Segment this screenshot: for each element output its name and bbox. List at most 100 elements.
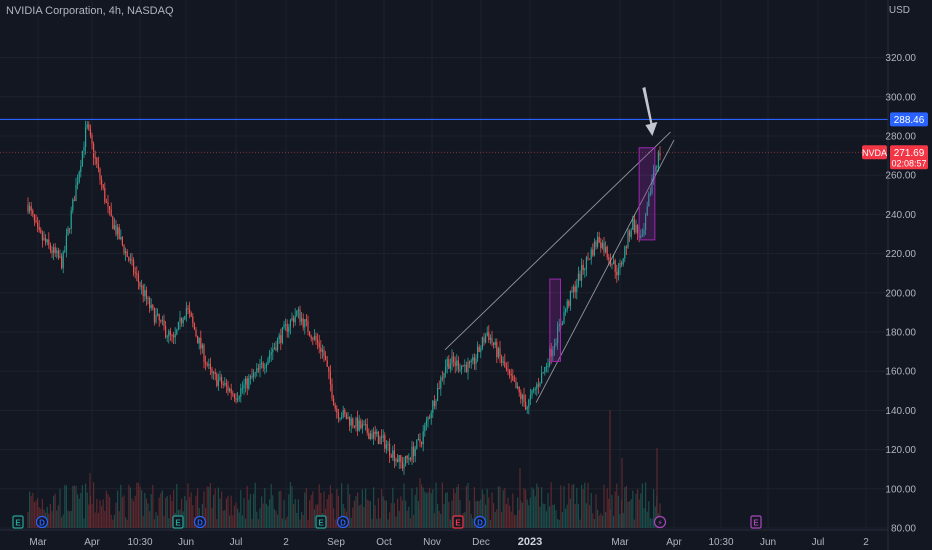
candle-body	[278, 335, 280, 340]
volume-bar	[373, 487, 375, 528]
volume-bar	[224, 510, 226, 528]
volume-bar	[576, 487, 578, 528]
volume-bar	[421, 484, 423, 528]
volume-bar	[89, 473, 91, 528]
candle-body	[587, 257, 589, 259]
volume-bar	[531, 487, 533, 528]
volume-bar	[225, 498, 227, 528]
candle-body	[177, 322, 179, 330]
price-axis[interactable]: 80.00 100.00 120.00 140.00 160.00 180.00 200.0…	[885, 0, 916, 550]
candle-body	[334, 405, 336, 409]
volume-bar	[595, 494, 597, 528]
candle-body	[304, 319, 306, 328]
event-marker	[336, 515, 350, 529]
candle-body	[529, 394, 531, 400]
volume-bar	[51, 511, 53, 528]
candle-body	[153, 308, 155, 323]
candle-body	[379, 436, 381, 445]
candle-body	[622, 258, 624, 265]
candle-body	[128, 257, 130, 261]
volume-bar	[512, 493, 514, 528]
volume-bar	[520, 500, 522, 528]
candle-body	[609, 259, 611, 265]
volume-bar	[366, 499, 368, 528]
candle-body	[325, 355, 327, 361]
volume-bar	[406, 510, 408, 528]
volume-bar	[296, 512, 298, 528]
volume-bar	[648, 501, 650, 528]
candle-body	[381, 436, 383, 438]
volume-bar	[73, 485, 75, 528]
candle-body	[435, 400, 437, 407]
volume-bar	[467, 482, 469, 528]
volume-bar	[437, 504, 439, 528]
volume-bar	[553, 504, 555, 528]
candle-body	[229, 388, 231, 391]
price-tick-label: 320.00	[885, 53, 916, 64]
candle-body	[345, 413, 347, 420]
volume-bar	[438, 511, 440, 528]
volume-bar	[353, 500, 355, 528]
candle-body	[219, 377, 221, 380]
volume-bar	[267, 505, 269, 528]
candle-body	[197, 335, 199, 344]
volume-bar	[483, 494, 485, 528]
candle-body	[78, 172, 80, 183]
candle-body	[49, 244, 51, 251]
candle-body	[192, 316, 194, 324]
candle-body	[137, 274, 139, 283]
volume-bar	[161, 490, 163, 528]
volume-bar	[581, 484, 583, 528]
time-tick-label: Jul	[230, 537, 243, 548]
candle-body	[411, 446, 413, 460]
candle-body	[409, 458, 411, 460]
price-tick-label: 100.00	[885, 484, 916, 495]
candle-body	[366, 424, 368, 433]
time-axis[interactable]: Mar Apr 10:30 Jun Jul 2 Sep Oct Nov Dec 2023 Mar Apr…	[0, 529, 888, 548]
volume-bar	[635, 493, 637, 528]
candle-body	[577, 273, 579, 286]
volume-bar	[374, 505, 376, 528]
candle-body	[590, 249, 592, 260]
volume-bar	[563, 486, 565, 528]
candle-body	[59, 256, 61, 258]
candle-body	[75, 184, 77, 202]
volume-bar	[265, 503, 267, 528]
volume-bar	[566, 504, 568, 528]
event-marker	[473, 515, 487, 529]
volume-bar	[120, 484, 122, 528]
volume-bar	[488, 497, 490, 528]
candle-body	[611, 264, 613, 266]
candle-body	[477, 346, 479, 359]
volume-bar	[110, 514, 112, 528]
volume-bar	[497, 486, 499, 528]
volume-bar	[585, 503, 587, 528]
candle-body	[224, 383, 226, 385]
volume-bar	[157, 515, 159, 528]
candle-body	[557, 326, 559, 343]
volume-bar	[216, 519, 218, 528]
volume-bar	[101, 506, 103, 528]
volume-bar	[534, 496, 536, 528]
candle-body	[125, 251, 127, 254]
volume-bar	[613, 515, 615, 528]
candle-body	[328, 366, 330, 372]
candle-body	[424, 425, 426, 432]
volume-bar	[555, 510, 557, 528]
volume-bar	[601, 515, 603, 528]
candle-body	[478, 346, 480, 352]
volume-bar	[653, 489, 655, 528]
candle-body	[646, 206, 648, 216]
volume-bar	[205, 507, 207, 528]
volume-bar	[72, 486, 74, 528]
volume-bar	[549, 506, 551, 528]
candle-body	[515, 381, 517, 389]
candle-body	[211, 369, 213, 374]
volume-bar	[109, 497, 111, 528]
volume-bar	[75, 485, 77, 528]
candle-body	[344, 410, 346, 414]
volume-bar	[278, 491, 280, 528]
volume-bar	[54, 493, 56, 528]
candle-body	[293, 318, 295, 323]
